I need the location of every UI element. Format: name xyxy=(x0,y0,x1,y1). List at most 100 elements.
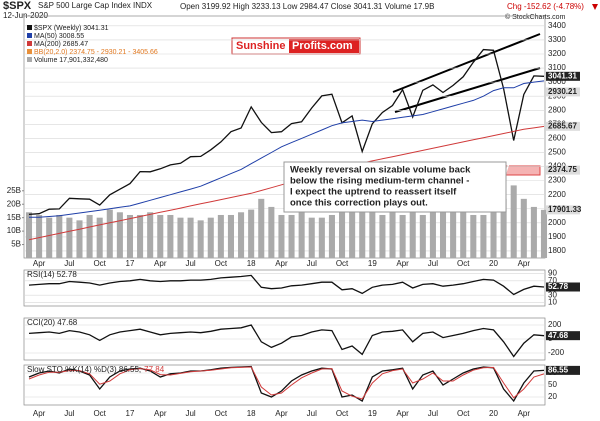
y2-tick-label: 20B xyxy=(7,199,21,208)
volume-bar xyxy=(46,217,53,258)
value-box-label: 47.68 xyxy=(548,331,569,340)
value-box-label: 86.55 xyxy=(548,365,569,374)
x-tick-label: Jul xyxy=(428,409,438,418)
y2-tick-label: 25B xyxy=(7,186,21,195)
value-box-label: 52.78 xyxy=(548,282,569,291)
value-box-label: 3041.31 xyxy=(548,71,577,80)
volume-bar xyxy=(157,214,164,258)
volume-bar xyxy=(76,220,83,258)
quote: Open 3199.92 High 3233.13 Low 2984.47 Cl… xyxy=(180,2,434,11)
x-tick-label: Apr xyxy=(154,259,167,268)
volume-bar xyxy=(540,209,548,258)
value-box xyxy=(546,165,580,175)
y-tick-label: 10 xyxy=(548,298,557,307)
panel-frame xyxy=(23,269,546,307)
y-tick-label: 70 xyxy=(548,276,557,285)
y-tick-label: 3300 xyxy=(548,35,566,44)
y-tick-label: 3000 xyxy=(548,77,566,86)
y-tick-label: 1900 xyxy=(548,232,566,241)
y-tick-label: 2300 xyxy=(548,176,566,185)
x-tick-label: 19 xyxy=(368,259,377,268)
y-tick-label: 90 xyxy=(548,269,557,278)
volume-bar xyxy=(36,214,43,258)
legend-swatch xyxy=(27,57,32,62)
x-tick-label: Apr xyxy=(154,409,167,418)
volume-bar xyxy=(520,198,527,258)
y-tick-label: -200 xyxy=(548,348,565,357)
volume-bar xyxy=(248,209,255,258)
x-tick-label: Apr xyxy=(275,409,288,418)
value-box xyxy=(546,121,580,131)
volume-bar xyxy=(339,198,346,258)
volume-bar xyxy=(177,217,184,258)
value-box-label: 2930.21 xyxy=(548,87,577,96)
x-tick-label: Jul xyxy=(64,409,74,418)
volume-bar xyxy=(137,214,144,258)
x-tick-label: Jul xyxy=(185,259,195,268)
volume-bar xyxy=(308,217,315,258)
series-line xyxy=(28,324,545,358)
series-line xyxy=(29,80,545,218)
volume-bar xyxy=(197,220,204,258)
value-box-label: 2685.67 xyxy=(548,121,577,130)
x-tick-label: Jul xyxy=(307,259,317,268)
logo-profits: Profits.com xyxy=(292,40,353,52)
value-box xyxy=(546,282,580,292)
x-tick-label: 20 xyxy=(489,409,498,418)
legend-entry: $SPX (Weekly) 3041.31 xyxy=(34,25,109,32)
date: 12-Jun-2020 xyxy=(3,11,48,20)
x-tick-label: 18 xyxy=(247,259,256,268)
series-line xyxy=(28,365,545,403)
x-tick-label: Apr xyxy=(518,259,531,268)
x-tick-label: Apr xyxy=(33,259,46,268)
y-tick-label: 20 xyxy=(548,392,557,401)
x-tick-label: 17 xyxy=(126,409,135,418)
volume-bar xyxy=(328,214,335,258)
panel-title: CCI(20) 47.68 xyxy=(27,318,78,327)
symbol: $SPX xyxy=(3,0,32,12)
series-line xyxy=(28,274,545,296)
volume-bar xyxy=(389,212,396,258)
volume-bar xyxy=(96,217,103,258)
volume-bar xyxy=(207,217,214,258)
y2-tick-label: 10B xyxy=(7,226,21,235)
y-tick-label: 3200 xyxy=(548,49,566,58)
x-tick-label: Oct xyxy=(457,409,470,418)
y-tick-label: 2000 xyxy=(548,218,566,227)
volume-bar xyxy=(480,214,487,258)
x-tick-label: Apr xyxy=(275,259,288,268)
volume-bar xyxy=(530,206,537,258)
volume-bar xyxy=(318,217,325,258)
volume-bar xyxy=(429,212,436,258)
legend-entry: Volume 17,901,332,480 xyxy=(34,57,108,64)
legend-swatch xyxy=(27,25,32,30)
volume-bar xyxy=(409,209,416,258)
x-tick-label: Oct xyxy=(457,259,470,268)
y-tick-label: 1800 xyxy=(548,246,566,255)
volume-bar xyxy=(86,214,93,258)
volume-bar xyxy=(470,214,477,258)
volume-bar xyxy=(25,212,33,258)
y2-tick-label: 5B xyxy=(11,240,21,249)
volume-bar xyxy=(500,198,507,258)
logo-sunshine: Sunshine xyxy=(236,40,286,52)
x-tick-label: Jul xyxy=(64,259,74,268)
volume-bar xyxy=(116,212,123,258)
volume-bar xyxy=(238,212,245,258)
x-tick-label: Oct xyxy=(336,409,349,418)
value-box-label: 2374.75 xyxy=(548,165,577,174)
x-tick-label: 20 xyxy=(489,259,498,268)
x-tick-label: 19 xyxy=(368,409,377,418)
panel-title-d: 77.84 xyxy=(144,365,165,374)
y-tick-label: 30 xyxy=(548,290,557,299)
volume-bar xyxy=(490,212,497,258)
y2-tick-label: 15B xyxy=(7,213,21,222)
legend-swatch xyxy=(27,49,32,54)
panel-frame xyxy=(23,15,546,259)
volume-bar xyxy=(147,212,154,258)
annotation-box xyxy=(283,161,507,213)
annotation-line: below the rising medium-term channel - xyxy=(290,176,469,187)
annotation-line: Weekly reversal on sizable volume back xyxy=(290,165,471,176)
x-tick-label: Oct xyxy=(93,409,106,418)
